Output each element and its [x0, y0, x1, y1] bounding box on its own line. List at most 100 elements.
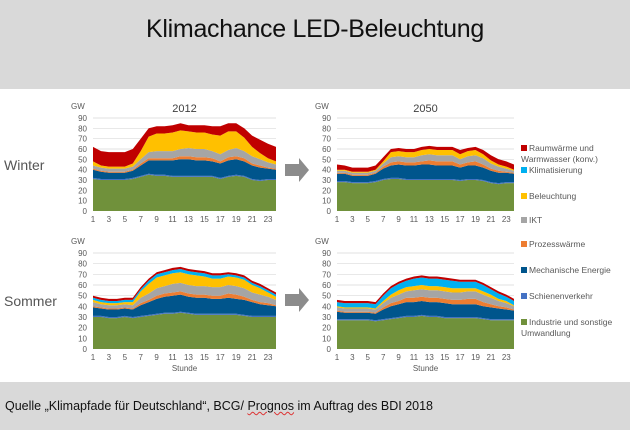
legend-label: Klimatisierung	[529, 165, 583, 175]
y-axis-unit: GW	[315, 237, 329, 246]
legend-swatch	[521, 293, 527, 299]
legend-item: Beleuchtung	[521, 191, 576, 202]
legend-item: Prozesswärme	[521, 239, 585, 250]
legend-item: Raumwärme und Warmwasser (konv.)	[521, 143, 619, 165]
area-mechanische-energie	[337, 164, 514, 184]
x-tick-label: 19	[232, 353, 241, 362]
x-tick-label: 21	[248, 215, 257, 224]
y-tick-label: 50	[322, 155, 331, 164]
area-schienenverkehr	[93, 311, 276, 319]
x-tick-label: 13	[425, 215, 434, 224]
area-mechanische-energie	[337, 301, 514, 321]
row-label-summer: Sommer	[4, 293, 57, 309]
x-axis-label: Stunde	[413, 364, 439, 373]
x-tick-label: 1	[91, 353, 96, 362]
row-label-winter: Winter	[4, 157, 45, 173]
x-tick-label: 19	[232, 215, 241, 224]
legend-item: Schienenverkehr	[521, 291, 593, 302]
x-tick-label: 19	[471, 353, 480, 362]
x-tick-label: 9	[154, 353, 159, 362]
legend-label: IKT	[529, 215, 543, 225]
x-tick-label: 1	[335, 353, 340, 362]
y-tick-label: 20	[322, 324, 331, 333]
y-tick-label: 70	[78, 135, 87, 144]
x-tick-label: 15	[440, 215, 449, 224]
legend-label: Industrie und sonstige Umwandlung	[521, 317, 613, 338]
area-industrie-und-sonstige-umwandlung	[93, 174, 276, 211]
y-axis-unit: GW	[71, 102, 85, 111]
y-axis-unit: GW	[71, 237, 85, 246]
area-schienenverkehr	[337, 314, 514, 322]
y-tick-label: 40	[78, 302, 87, 311]
title-banner: Klimachance LED-Beleuchtung	[0, 0, 630, 89]
x-tick-label: 5	[366, 353, 371, 362]
source-text: Quelle „Klimapfade für Deutschland“, BCG…	[5, 399, 433, 413]
area-prozesswärme	[93, 291, 276, 310]
x-tick-label: 5	[366, 215, 371, 224]
legend-swatch	[521, 145, 527, 151]
y-tick-label: 60	[322, 145, 331, 154]
area-beleuchtung	[93, 272, 276, 306]
source-misspelled-word: Prognos	[247, 399, 295, 413]
chart-title: 2050	[413, 103, 437, 115]
area-beleuchtung	[93, 130, 276, 169]
y-tick-label: 80	[78, 260, 87, 269]
x-tick-label: 9	[396, 353, 401, 362]
x-tick-label: 23	[502, 353, 511, 362]
x-tick-label: 21	[486, 353, 495, 362]
x-tick-label: 11	[410, 215, 419, 224]
y-tick-label: 20	[322, 186, 331, 195]
area-ikt	[337, 154, 514, 175]
x-tick-label: 5	[123, 353, 128, 362]
source-suffix: im Auftrag des BDI 2018	[294, 399, 434, 413]
x-tick-label: 3	[350, 215, 355, 224]
x-tick-label: 23	[264, 353, 273, 362]
y-tick-label: 20	[78, 186, 87, 195]
x-tick-label: 21	[248, 353, 257, 362]
area-ikt	[337, 289, 514, 313]
x-axis-label: Stunde	[172, 364, 198, 373]
x-tick-label: 15	[440, 353, 449, 362]
x-tick-label: 1	[335, 215, 340, 224]
y-tick-label: 30	[322, 313, 331, 322]
area-raumwärme-und-warmwasser-konv-	[93, 123, 276, 167]
x-tick-label: 21	[486, 215, 495, 224]
area-raumwärme-und-warmwasser-konv-	[337, 145, 514, 172]
x-tick-label: 17	[456, 353, 465, 362]
y-tick-label: 20	[78, 324, 87, 333]
x-tick-label: 3	[107, 353, 112, 362]
y-tick-label: 90	[78, 249, 87, 258]
legend-label: Mechanische Energie	[529, 265, 611, 275]
x-tick-label: 3	[107, 215, 112, 224]
y-tick-label: 50	[78, 155, 87, 164]
x-tick-label: 7	[381, 215, 386, 224]
x-tick-label: 17	[216, 353, 225, 362]
y-tick-label: 10	[322, 334, 331, 343]
legend-item: IKT	[521, 215, 542, 226]
x-tick-label: 13	[184, 353, 193, 362]
y-tick-label: 70	[322, 270, 331, 279]
legend-label: Prozesswärme	[529, 239, 586, 249]
y-tick-label: 40	[322, 166, 331, 175]
y-tick-label: 0	[83, 207, 88, 216]
legend-item: Mechanische Energie	[521, 265, 611, 276]
legend-label: Schienenverkehr	[529, 291, 593, 301]
area-industrie-und-sonstige-umwandlung	[337, 315, 514, 349]
y-tick-label: 40	[322, 302, 331, 311]
area-ikt	[93, 282, 276, 309]
legend-swatch	[521, 217, 527, 223]
x-tick-label: 9	[154, 215, 159, 224]
x-tick-label: 23	[264, 215, 273, 224]
legend-swatch	[521, 241, 527, 247]
x-tick-label: 13	[425, 353, 434, 362]
right-arrow-icon	[285, 288, 309, 312]
y-tick-label: 70	[322, 135, 331, 144]
x-tick-label: 7	[381, 353, 386, 362]
y-tick-label: 10	[78, 197, 87, 206]
area-ikt	[93, 148, 276, 172]
area-beleuchtung	[337, 285, 514, 310]
x-tick-label: 7	[139, 353, 144, 362]
x-tick-label: 19	[471, 215, 480, 224]
